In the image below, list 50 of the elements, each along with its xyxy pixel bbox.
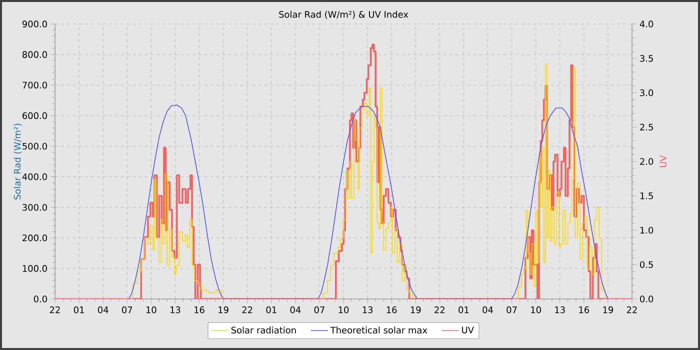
x-tick-label: 07 [314,306,324,314]
y2-axis-title: UV [660,155,667,168]
x-tick-label: 19 [410,306,421,314]
y2-tick-label: 3.0 [640,89,654,96]
x-tick-label: 10 [338,306,349,314]
legend-label: Solar radiation [231,326,296,334]
legend-label: UV [462,326,474,334]
y-tick-label: 900.0 [22,20,47,28]
x-tick-label: 10 [146,306,156,314]
x-tick-label: 13 [170,306,180,314]
y2-tick-label: 3.5 [640,54,653,62]
y-tick-label: 800.0 [22,51,47,58]
y-tick-label: 0.0 [34,296,47,302]
x-tick-label: 04 [482,306,493,314]
x-tick-label: 07 [506,306,517,314]
y-tick-label: 600.0 [22,112,47,120]
y-tick-label: 100.0 [22,265,47,272]
y-tick-label: 200.0 [22,234,47,242]
x-tick-label: 04 [98,306,108,314]
x-tick-label: 22 [626,306,637,314]
x-tick-label: 16 [194,306,204,314]
y2-tick-label: 0.0 [640,296,654,302]
x-tick-label: 04 [290,306,301,314]
x-tick-label: 01 [266,306,276,314]
y-tick-label: 500.0 [22,142,47,150]
legend-label: Theoretical solar max [330,326,428,334]
x-tick-label: 13 [362,306,373,314]
x-tick-label: 22 [434,306,444,314]
x-tick-label: 01 [74,306,84,314]
x-tick-label: 16 [386,306,397,314]
y2-tick-label: 2.0 [640,158,654,165]
y2-tick-label: 4.0 [640,20,654,28]
y2-tick-label: 1.0 [640,226,654,234]
y2-tick-label: 1.5 [640,192,653,200]
x-tick-label: 19 [603,306,614,314]
y-axis-title: Solar Rad (W/m²) [14,124,22,200]
x-tick-label: 01 [458,306,469,314]
y-tick-label: 300.0 [22,204,47,211]
chart-title: Solar Rad (W/m²) & UV Index [279,10,408,19]
x-tick-label: 19 [218,306,228,314]
x-tick-label: 22 [50,306,60,314]
y-tick-label: 700.0 [22,82,47,89]
x-tick-label: 07 [122,306,132,314]
x-tick-label: 22 [242,306,252,314]
y2-tick-label: 2.5 [640,124,653,131]
x-tick-label: 16 [579,306,590,314]
y-tick-label: 400.0 [22,173,47,180]
x-tick-label: 13 [555,306,565,314]
y2-tick-label: 0.5 [640,261,653,268]
x-tick-label: 10 [531,306,541,314]
